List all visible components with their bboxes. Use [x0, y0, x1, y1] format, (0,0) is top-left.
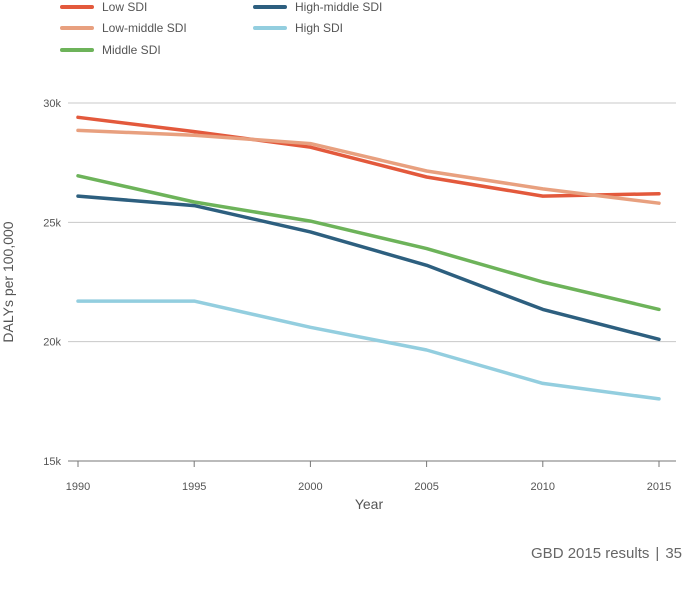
x-tick-label: 2010 — [531, 481, 555, 493]
page-number: 35 — [665, 545, 682, 562]
legend-label: High-middle SDI — [295, 0, 382, 14]
x-tick-label: 2000 — [298, 481, 322, 493]
grid-lines — [68, 102, 676, 343]
legend-label: Low SDI — [102, 0, 147, 14]
legend-item: Low-middle SDI — [60, 21, 187, 35]
y-axis-label: DALYs per 100,000 — [0, 221, 16, 342]
legend-item: Middle SDI — [60, 43, 161, 57]
x-tick-label: 1995 — [182, 481, 206, 493]
series-lines — [76, 115, 661, 401]
series-line-high-sdi — [76, 299, 661, 401]
footer: GBD 2015 results | 35 — [531, 545, 682, 562]
legend-item: Low SDI — [60, 0, 147, 14]
y-axis-ticks: 15k 20k 25k 30k — [43, 98, 61, 468]
legend-label: Middle SDI — [102, 43, 161, 57]
footer-source: GBD 2015 results — [531, 545, 650, 562]
y-tick-label: 15k — [43, 456, 61, 468]
y-tick-label: 25k — [43, 217, 61, 229]
legend-label: High SDI — [295, 21, 343, 35]
y-tick-label: 30k — [43, 98, 61, 110]
legend: Low SDI Low-middle SDI Middle SDI High-midd… — [60, 0, 382, 57]
footer-separator: | — [655, 545, 660, 562]
legend-label: Low-middle SDI — [102, 21, 187, 35]
series-line-high-middle-sdi — [76, 194, 661, 342]
series-line-low-sdi — [76, 115, 661, 198]
x-tick-label: 2005 — [414, 481, 438, 493]
y-tick-label: 20k — [43, 337, 61, 349]
x-tick-label: 1990 — [66, 481, 90, 493]
x-tick-label: 2015 — [647, 481, 671, 493]
legend-item: High-middle SDI — [253, 0, 382, 14]
x-axis-ticks: 1990 1995 2000 2005 2010 2015 — [66, 461, 671, 493]
legend-item: High SDI — [253, 21, 343, 35]
series-line-middle-sdi — [76, 174, 661, 312]
x-axis-label: Year — [355, 496, 384, 512]
series-line-low-middle-sdi — [76, 128, 661, 205]
